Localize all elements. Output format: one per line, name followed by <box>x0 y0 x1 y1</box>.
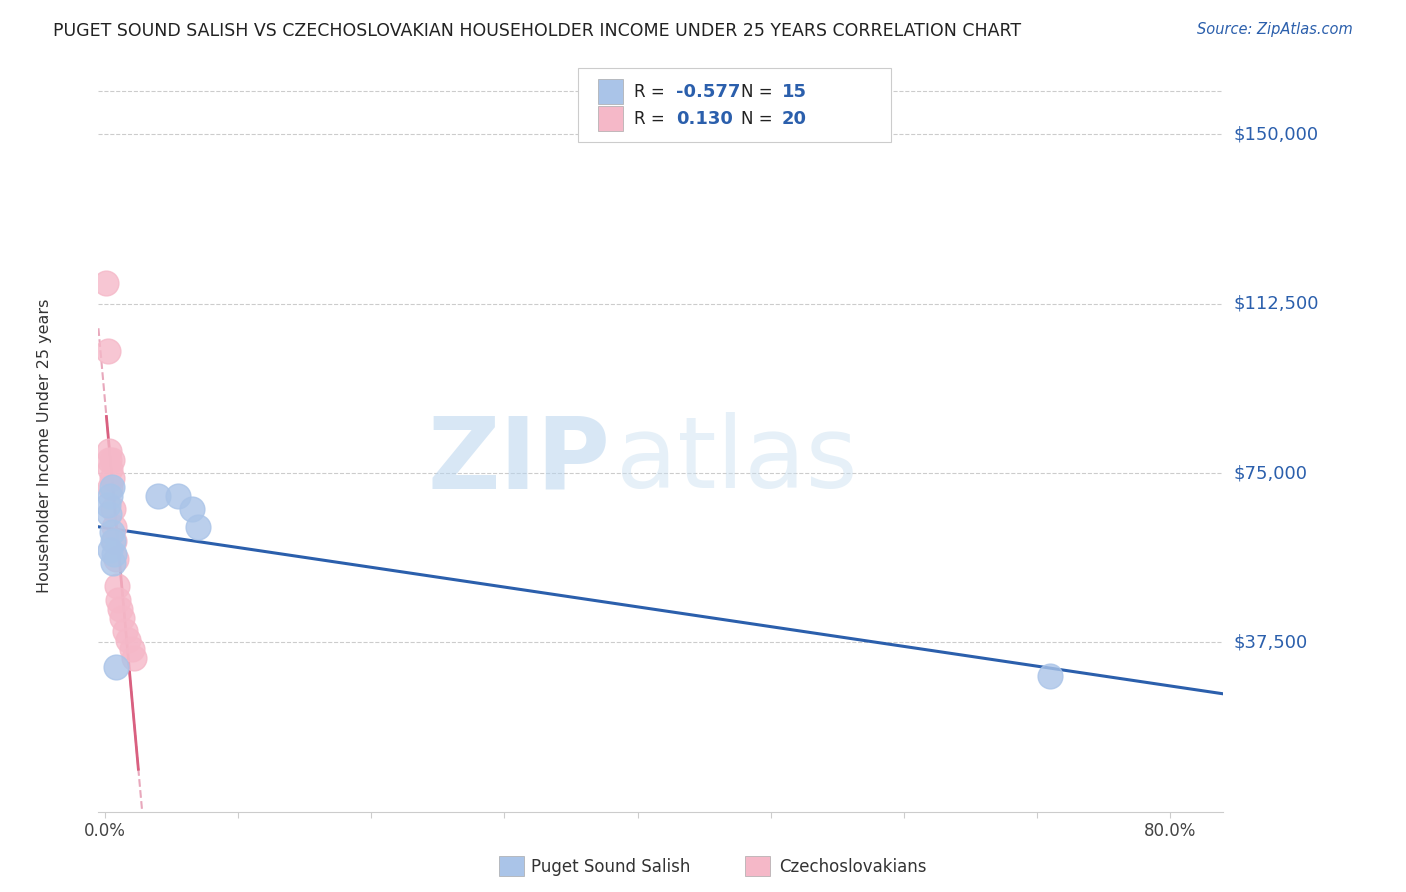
Point <box>100 524 122 539</box>
Text: ZIP: ZIP <box>427 412 610 509</box>
Text: -0.577: -0.577 <box>676 83 741 101</box>
Text: Czechoslovakians: Czechoslovakians <box>779 858 927 876</box>
Text: PUGET SOUND SALISH VS CZECHOSLOVAKIAN HOUSEHOLDER INCOME UNDER 25 YEARS CORRELAT: PUGET SOUND SALISH VS CZECHOSLOVAKIAN HO… <box>53 22 1022 40</box>
Point <box>107 592 129 607</box>
Text: N =: N = <box>741 83 778 101</box>
Text: R =: R = <box>634 83 671 101</box>
Text: Householder Income Under 25 years: Householder Income Under 25 years <box>37 299 52 593</box>
Text: R =: R = <box>634 110 671 128</box>
Point <box>98 443 121 458</box>
Point <box>100 480 122 494</box>
Text: 15: 15 <box>782 83 807 101</box>
Point <box>100 461 122 475</box>
Text: 20: 20 <box>782 110 807 128</box>
Point <box>104 660 127 674</box>
Point <box>101 557 124 571</box>
Text: 0.130: 0.130 <box>676 110 733 128</box>
Point <box>97 344 120 359</box>
Text: $112,500: $112,500 <box>1234 294 1319 313</box>
Point <box>124 651 146 665</box>
Point <box>101 502 124 516</box>
Point <box>167 489 190 503</box>
Text: Puget Sound Salish: Puget Sound Salish <box>531 858 690 876</box>
Point <box>100 489 122 503</box>
Point <box>1039 669 1062 683</box>
Point <box>101 533 124 548</box>
Point <box>105 579 128 593</box>
Text: $37,500: $37,500 <box>1234 633 1308 651</box>
Point <box>111 610 134 624</box>
Point <box>117 633 139 648</box>
Point <box>98 452 121 467</box>
Point <box>100 470 122 484</box>
Point <box>114 624 136 639</box>
Point <box>97 498 120 512</box>
Text: $75,000: $75,000 <box>1234 464 1308 482</box>
Point <box>103 547 125 561</box>
Point <box>187 520 209 534</box>
Point <box>103 533 125 548</box>
Point <box>100 542 122 557</box>
Point <box>108 601 131 615</box>
Point <box>100 480 122 494</box>
Text: $150,000: $150,000 <box>1234 126 1319 144</box>
Point <box>98 507 121 521</box>
Point <box>103 520 125 534</box>
Text: Source: ZipAtlas.com: Source: ZipAtlas.com <box>1197 22 1353 37</box>
Point <box>180 502 202 516</box>
Point <box>96 277 118 291</box>
Point <box>104 552 127 566</box>
Point <box>121 642 143 657</box>
Point <box>148 489 170 503</box>
Text: N =: N = <box>741 110 778 128</box>
Text: atlas: atlas <box>616 412 858 509</box>
Point <box>100 452 122 467</box>
